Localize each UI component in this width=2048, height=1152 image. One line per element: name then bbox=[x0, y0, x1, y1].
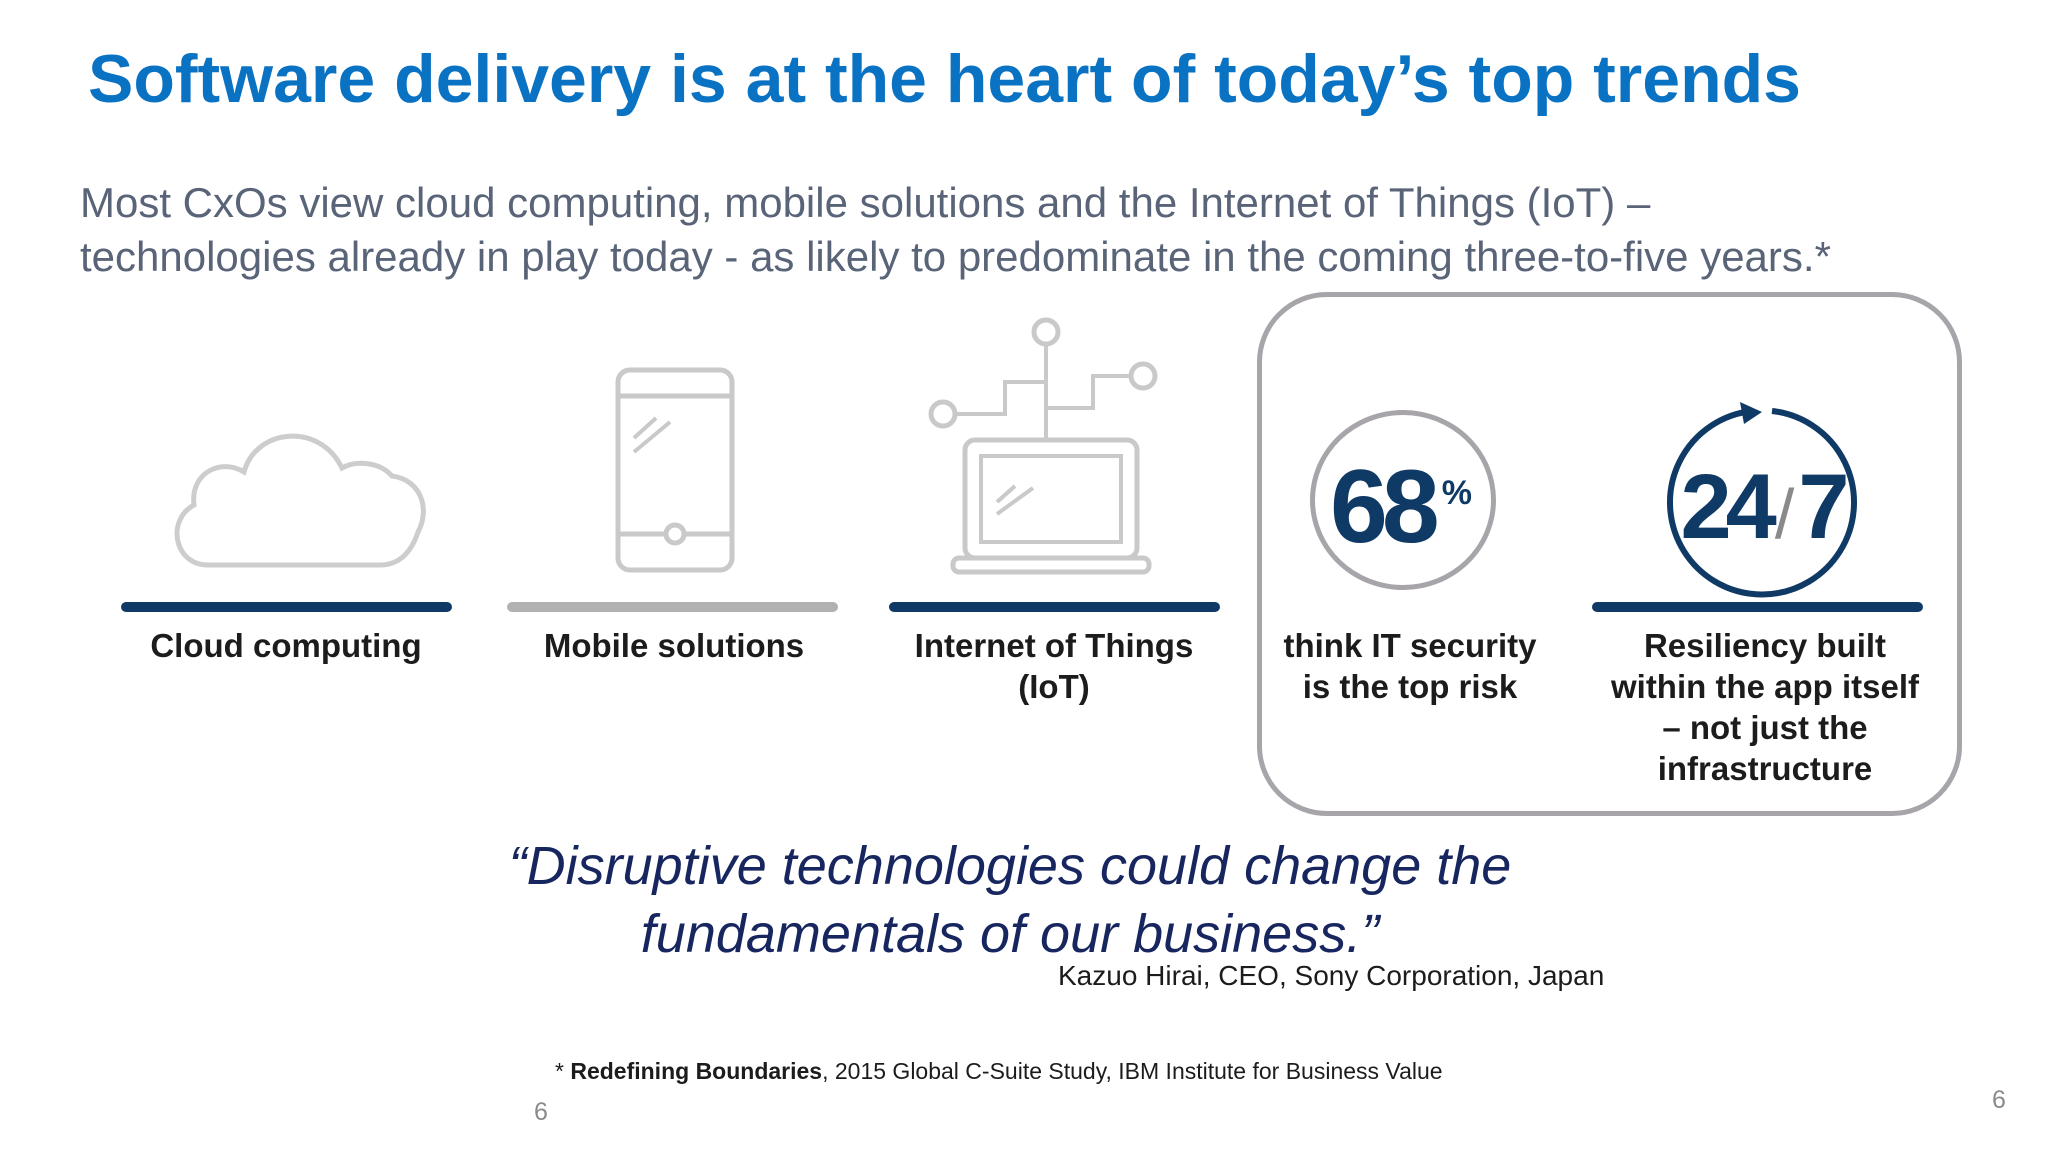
stat-resiliency-left: 24 bbox=[1680, 456, 1777, 558]
stat-resiliency-value: 24/7 bbox=[1680, 452, 1850, 562]
subtitle-line-1: Most CxOs view cloud computing, mobile s… bbox=[80, 179, 1651, 226]
page-number-inner: 6 bbox=[534, 1098, 548, 1126]
label-resiliency-line-3: – not just the bbox=[1662, 709, 1868, 746]
underline-bar-iot bbox=[889, 602, 1220, 612]
page-number-outer: 6 bbox=[1992, 1086, 2006, 1114]
label-mobile-solutions: Mobile solutions bbox=[543, 627, 805, 664]
label-iot: Internet of Things (IoT) bbox=[864, 625, 1244, 707]
footnote: * Redefining Boundaries, 2015 Global C-S… bbox=[555, 1058, 1443, 1085]
slide-title: Software delivery is at the heart of tod… bbox=[88, 41, 1801, 117]
cycle-arrow-icon bbox=[1667, 402, 1857, 598]
label-cloud-computing: Cloud computing bbox=[150, 627, 422, 664]
footnote-prefix: * bbox=[555, 1058, 571, 1084]
label-resiliency-line-1: Resiliency built bbox=[1643, 627, 1887, 664]
stat-resiliency-slash: / bbox=[1774, 475, 1795, 553]
quote-line-1: “Disruptive technologies could change th… bbox=[508, 836, 1512, 896]
stat-resiliency-right: 7 bbox=[1798, 456, 1850, 558]
footnote-bold: Redefining Boundaries bbox=[570, 1058, 823, 1084]
label-resiliency: Resiliency built within the app itself –… bbox=[1580, 625, 1950, 789]
label-iot-line-2: (IoT) bbox=[1018, 668, 1090, 705]
underline-bar-mobile bbox=[507, 602, 838, 612]
underline-bar-cloud bbox=[121, 602, 452, 612]
label-resiliency-line-2: within the app itself bbox=[1610, 668, 1919, 705]
highlight-box bbox=[1257, 292, 1962, 816]
smartphone-icon bbox=[615, 367, 735, 573]
quote-attribution: Kazuo Hirai, CEO, Sony Corporation, Japa… bbox=[1058, 960, 1605, 991]
cloud-icon bbox=[174, 433, 426, 568]
label-security: think IT security is the top risk bbox=[1262, 625, 1558, 707]
stat-security-number: 68 bbox=[1330, 449, 1440, 565]
stat-circle-security bbox=[1310, 410, 1496, 590]
label-iot-line-1: Internet of Things bbox=[914, 627, 1194, 664]
subtitle-line-2: technologies already in play today - as … bbox=[80, 233, 1831, 280]
label-security-line-2: is the top risk bbox=[1302, 668, 1518, 705]
label-resiliency-line-4: infrastructure bbox=[1657, 750, 1873, 787]
stat-security-suffix: % bbox=[1441, 474, 1472, 512]
quote-line-2: fundamentals of our business.” bbox=[640, 904, 1380, 964]
underline-bar-resiliency bbox=[1592, 602, 1923, 612]
label-security-line-1: think IT security bbox=[1283, 627, 1537, 664]
iot-laptop-icon bbox=[928, 317, 1158, 575]
footnote-rest: , 2015 Global C-Suite Study, IBM Institu… bbox=[822, 1058, 1443, 1084]
stat-security-value: 68% bbox=[1330, 452, 1500, 562]
